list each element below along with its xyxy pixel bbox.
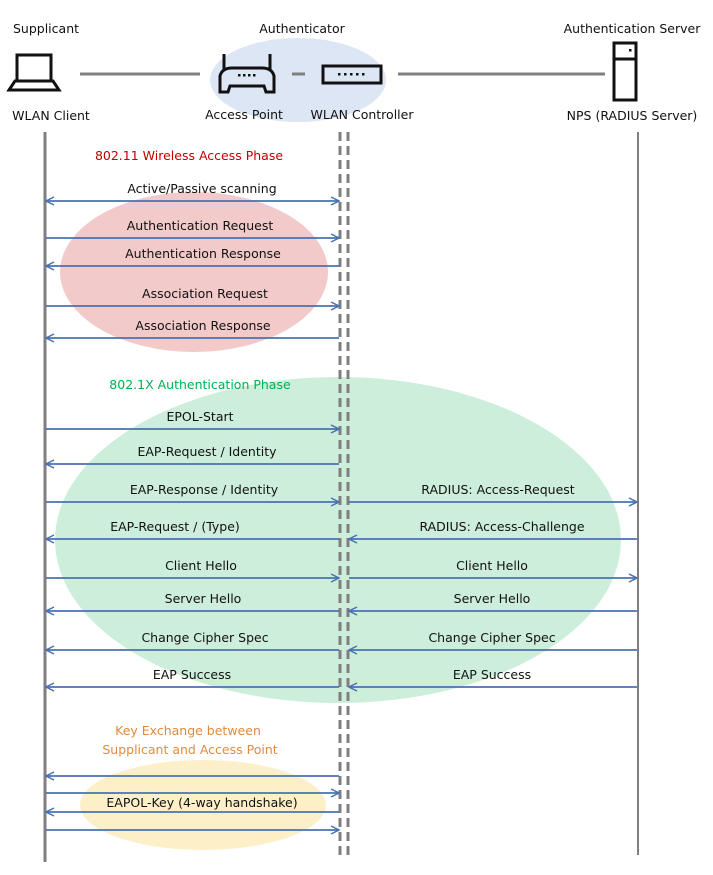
supplicant-role: Supplicant [13, 21, 79, 36]
server-message-label: RADIUS: Access-Challenge [419, 519, 584, 534]
server-message-label: EAP Success [453, 667, 531, 682]
message-label: EAP-Request / Identity [137, 444, 277, 459]
wireless-phase-title: 802.11 Wireless Access Phase [95, 148, 283, 163]
server-message-label: Client Hello [456, 558, 528, 573]
message-label: EAP-Response / Identity [130, 482, 279, 497]
key-phase-title-line1: Key Exchange between [115, 723, 261, 738]
server-message-label: Change Cipher Spec [428, 630, 555, 645]
message-label: Change Cipher Spec [141, 630, 268, 645]
client-name: WLAN Client [12, 108, 90, 123]
server-message-label: Server Hello [454, 591, 531, 606]
message-label: EAP-Request / (Type) [110, 519, 240, 534]
controller-name: WLAN Controller [311, 107, 415, 122]
message-label: EPOL-Start [166, 409, 233, 424]
message-label: Server Hello [165, 591, 242, 606]
key-exchange-label: EAPOL-Key (4-way handshake) [106, 795, 297, 810]
key-phase-title-line2: Supplicant and Access Point [102, 742, 277, 757]
message-label: Association Request [142, 286, 268, 301]
auth-phase-region [55, 377, 621, 703]
message-label: Authentication Request [127, 218, 274, 233]
authenticator-role: Authenticator [259, 21, 345, 36]
auth-phase-title: 802.1X Authentication Phase [109, 377, 291, 392]
message-label: Client Hello [165, 558, 237, 573]
wireless-phase-region [60, 192, 328, 352]
laptop-icon [6, 53, 62, 92]
message-label: Authentication Response [125, 246, 281, 261]
server-role: Authentication Server [564, 21, 702, 36]
access-point-name: Access Point [205, 107, 283, 122]
server-message-label: RADIUS: Access-Request [421, 482, 574, 497]
server-icon [612, 41, 638, 102]
message-label: Association Response [135, 318, 270, 333]
authenticator-region [210, 38, 386, 122]
message-label: EAP Success [153, 667, 231, 682]
switch-icon [321, 64, 383, 85]
server-name: NPS (RADIUS Server) [567, 108, 698, 123]
key-phase-region [80, 760, 326, 850]
message-label: Active/Passive scanning [127, 181, 276, 196]
router-icon [218, 54, 276, 94]
